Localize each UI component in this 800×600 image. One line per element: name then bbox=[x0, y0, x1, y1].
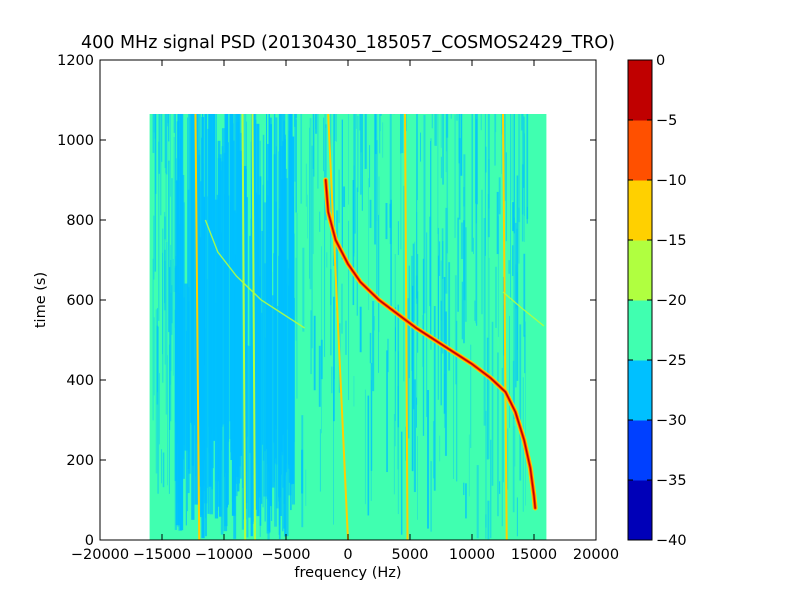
x-tick-label: 10000 bbox=[449, 547, 495, 563]
colorbar-tick-label: −35 bbox=[656, 473, 687, 489]
x-tick-label: −10000 bbox=[195, 547, 253, 563]
vertical-line-3 bbox=[327, 113, 349, 541]
x-tick-label: 0 bbox=[343, 547, 352, 563]
y-tick-label: 1000 bbox=[57, 133, 94, 149]
vertical-line-5 bbox=[502, 113, 508, 541]
doppler-curve bbox=[325, 179, 536, 509]
x-tick-label: 15000 bbox=[511, 547, 557, 563]
faint-curve-0 bbox=[204, 219, 305, 329]
x-tick-label: −15000 bbox=[133, 547, 191, 563]
colorbar-segment bbox=[628, 360, 652, 421]
vertical-line-4 bbox=[404, 113, 409, 541]
colorbar-tick-label: −5 bbox=[656, 113, 677, 129]
colorbar-tick-label: −25 bbox=[656, 353, 687, 369]
chart-title: 400 MHz signal PSD (20130430_185057_COSM… bbox=[81, 33, 615, 53]
colorbar-segment bbox=[628, 60, 652, 121]
colorbar-segment bbox=[628, 180, 652, 241]
x-tick-label: −5000 bbox=[261, 547, 310, 563]
colorbar-segment bbox=[628, 240, 652, 301]
y-tick-label: 0 bbox=[85, 533, 94, 549]
vertical-line-0 bbox=[194, 113, 201, 541]
y-tick-label: 200 bbox=[66, 453, 94, 469]
colorbar-segment bbox=[628, 480, 652, 541]
colorbar-segment bbox=[628, 420, 652, 481]
y-axis-label: time (s) bbox=[33, 272, 49, 328]
vertical-line-2 bbox=[251, 113, 256, 541]
y-axis: 0 200 400 600 800 1000 1200 bbox=[57, 53, 596, 549]
x-axis: −20000 −15000 −10000 −5000 0 5000 10000 15000 20… bbox=[71, 60, 619, 563]
y-tick-label: 400 bbox=[66, 373, 94, 389]
x-tick-label: 5000 bbox=[392, 547, 429, 563]
colorbar: −40 −35 −30 −25 −20 −15 −10 −5 0 bbox=[627, 53, 687, 549]
colorbar-tick-label: −40 bbox=[656, 533, 687, 549]
x-tick-label: −20000 bbox=[71, 547, 129, 563]
y-tick-label: 1200 bbox=[57, 53, 94, 69]
colorbar-tick-label: −15 bbox=[656, 233, 687, 249]
plot-area bbox=[99, 59, 597, 541]
y-tick-label: 800 bbox=[66, 213, 94, 229]
y-tick-label: 600 bbox=[66, 293, 94, 309]
x-tick-label: 20000 bbox=[573, 547, 619, 563]
faint-curve-1 bbox=[502, 291, 545, 327]
colorbar-tick-label: −30 bbox=[656, 413, 687, 429]
colorbar-tick-label: −20 bbox=[656, 293, 687, 309]
colorbar-segment bbox=[628, 120, 652, 181]
colorbar-tick-label: 0 bbox=[656, 53, 665, 69]
vertical-line-1 bbox=[241, 113, 247, 541]
colorbar-tick-label: −10 bbox=[656, 173, 687, 189]
spectrum-noise bbox=[152, 114, 529, 540]
x-axis-label: frequency (Hz) bbox=[294, 565, 401, 581]
colorbar-segment bbox=[628, 300, 652, 361]
